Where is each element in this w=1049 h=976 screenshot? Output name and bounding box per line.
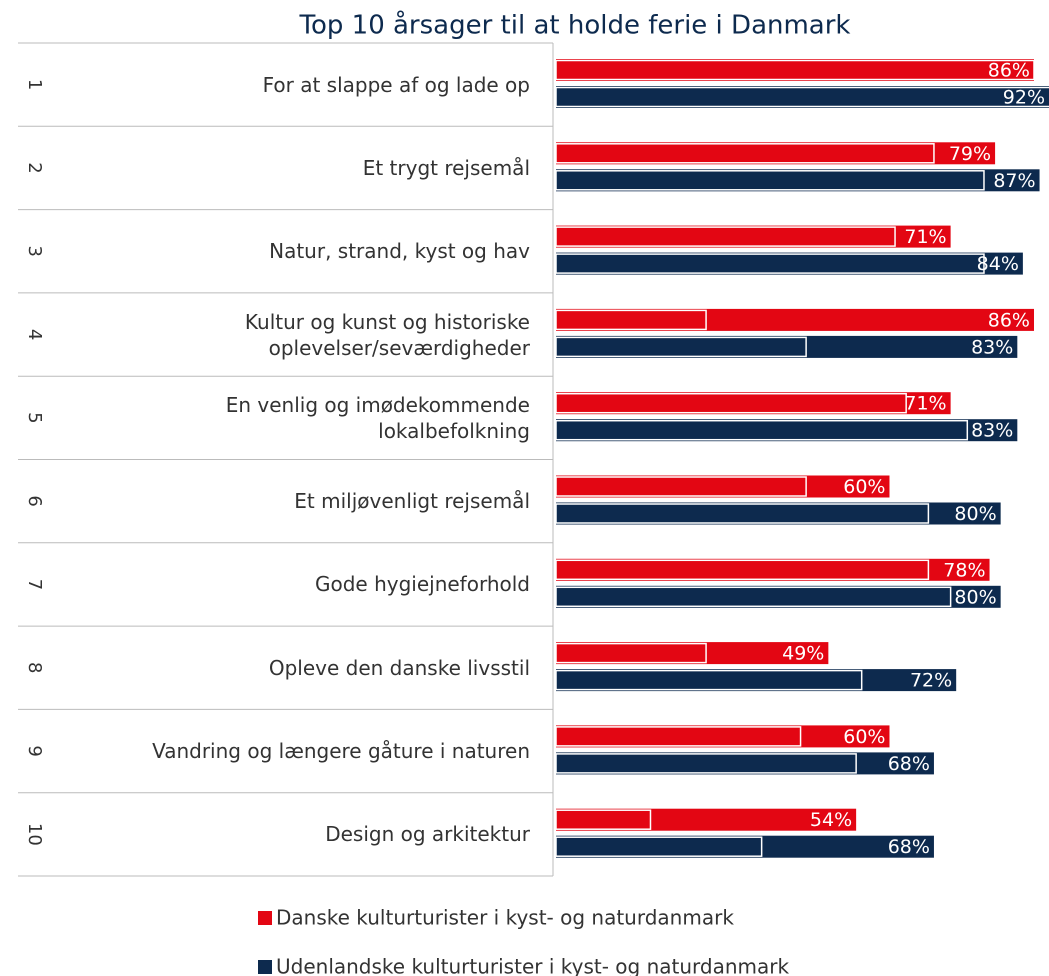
bar-outline — [556, 753, 857, 774]
bar-outline — [556, 392, 907, 414]
bar — [556, 86, 1049, 108]
value-label: 92% — [1003, 87, 1045, 109]
category-label: Vandring og længere gåture i naturen — [152, 739, 530, 764]
bar-outline — [556, 642, 707, 664]
value-label: 87% — [993, 170, 1035, 192]
rank-label: 6 — [24, 495, 45, 506]
bar — [556, 169, 1040, 192]
value-label: 60% — [843, 726, 885, 748]
bar — [556, 419, 1018, 442]
category-label: En venlig og imødekommende lokalbefolkni… — [225, 392, 530, 443]
bar-outline — [556, 836, 763, 857]
rank-label: 5 — [24, 412, 45, 423]
bar — [556, 308, 1034, 331]
bar-outline — [556, 86, 1049, 108]
value-label: 86% — [988, 60, 1030, 82]
value-label: 78% — [943, 559, 985, 581]
value-label: 83% — [971, 336, 1013, 358]
value-label: 84% — [977, 253, 1019, 275]
bar — [556, 392, 951, 415]
bar-outline — [556, 726, 802, 747]
value-label: 72% — [910, 670, 952, 692]
legend-label: Udenlandske kulturturister i kyst- og na… — [276, 955, 789, 976]
bar-outline — [556, 170, 985, 191]
category-label: Natur, strand, kyst og hav — [269, 239, 530, 264]
value-label: 60% — [843, 476, 885, 498]
rank-label: 10 — [24, 823, 45, 846]
bar-outline — [556, 226, 896, 247]
legend-swatch — [258, 911, 272, 925]
bar-outline — [556, 253, 985, 274]
bar-outline — [556, 559, 930, 581]
bar-outline — [556, 143, 935, 164]
category-label: Et miljøvenligt rejsemål — [294, 489, 530, 514]
value-label: 68% — [888, 836, 930, 858]
category-label: Gode hygiejneforhold — [314, 572, 530, 597]
bar — [556, 808, 857, 831]
plot-area: 86% 92% 79%87% 71% 84% 86% 83% 71% 83% 60% 80% 78% 8… — [556, 59, 1049, 858]
legend-label: Danske kulturturister i kyst- og naturda… — [276, 906, 734, 930]
chart-title: Top 10 årsager til at holde ferie i Danm… — [299, 10, 851, 41]
category-label: Design og arkitektur — [325, 822, 530, 847]
bar-outline — [556, 669, 863, 691]
bar-outline — [556, 476, 807, 497]
rank-label: 2 — [24, 162, 45, 173]
bar-outline — [556, 59, 1035, 81]
bar — [556, 475, 890, 498]
bar — [556, 142, 996, 165]
bar-outline — [556, 809, 652, 830]
rank-label: 4 — [24, 329, 45, 340]
bar-outline — [556, 419, 969, 441]
bar — [556, 502, 1001, 525]
legend-swatch — [258, 960, 272, 974]
bar-outline — [556, 336, 807, 358]
bar-outline — [556, 309, 707, 331]
value-label: 68% — [888, 753, 930, 775]
bar — [556, 59, 1034, 81]
rank-label: 1 — [24, 79, 45, 90]
value-label: 83% — [971, 420, 1013, 442]
category-label: Opleve den danske livsstil — [268, 655, 530, 680]
value-label: 86% — [988, 309, 1030, 331]
bar — [556, 752, 934, 775]
value-label: 71% — [904, 226, 946, 248]
bar — [556, 725, 890, 748]
rank-label: 9 — [24, 745, 45, 756]
bar-outline — [556, 586, 952, 608]
value-label: 80% — [954, 503, 996, 525]
rank-label: 8 — [24, 662, 45, 673]
bar — [556, 585, 1001, 608]
bar-outline — [556, 503, 930, 524]
category-label: For at slappe af og lade op — [262, 72, 530, 97]
category-label: Kultur og kunst og historiske oplevelser… — [244, 309, 530, 360]
bar — [556, 225, 951, 248]
bar — [556, 835, 934, 858]
bar — [556, 252, 1023, 275]
value-label: 80% — [954, 586, 996, 608]
value-label: 54% — [810, 809, 852, 831]
bar — [556, 558, 990, 581]
category-label: Et trygt rejsemål — [362, 155, 530, 180]
bar — [556, 669, 957, 692]
value-label: 71% — [904, 393, 946, 415]
value-label: 79% — [949, 143, 991, 165]
value-label: 49% — [782, 643, 824, 665]
bar — [556, 642, 829, 665]
rank-label: 7 — [24, 579, 45, 590]
rank-label: 3 — [24, 246, 45, 257]
bar — [556, 335, 1018, 358]
